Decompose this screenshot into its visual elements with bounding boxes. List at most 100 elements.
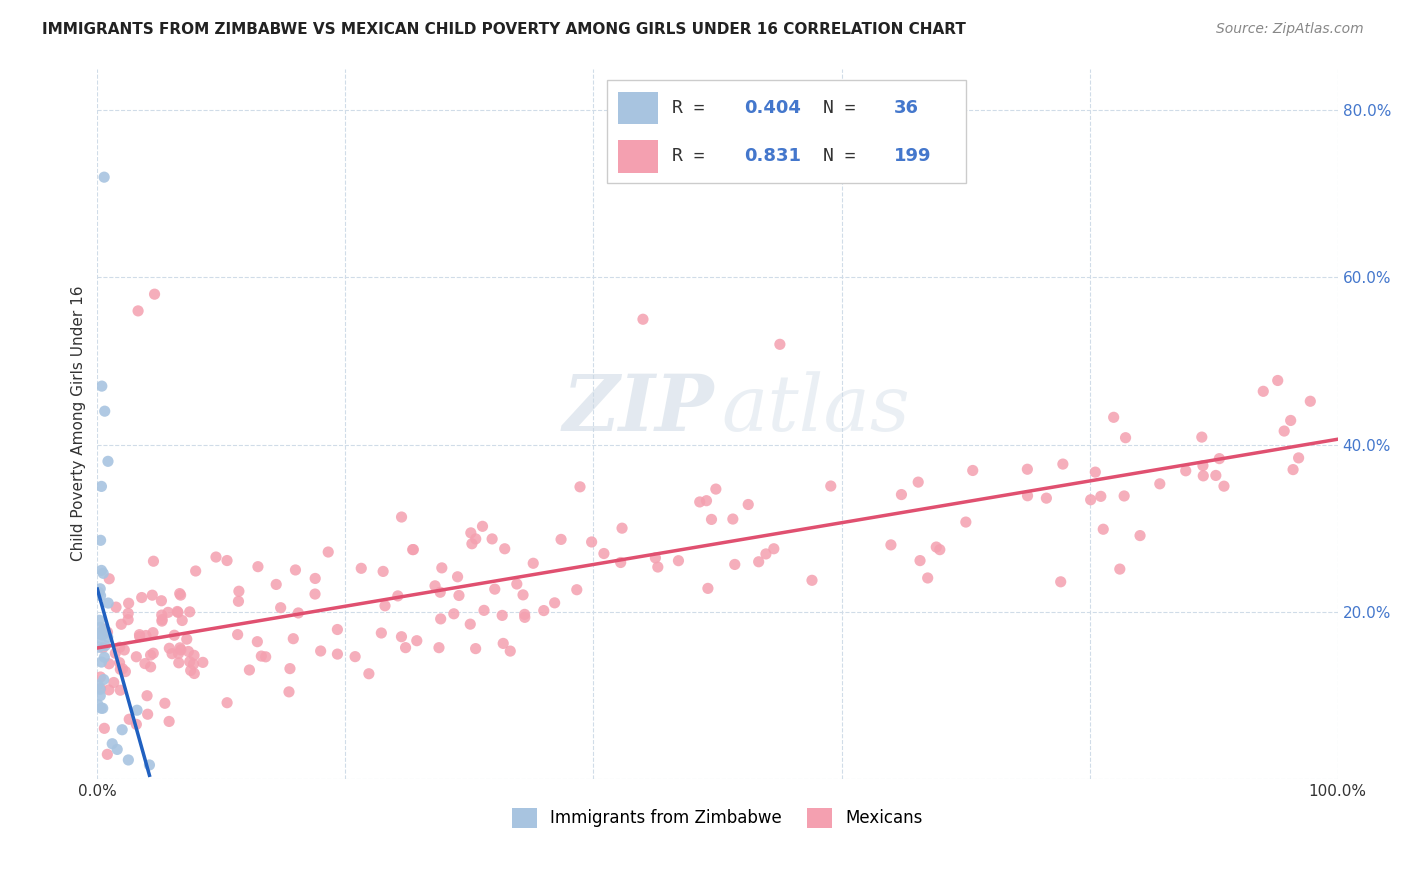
Point [287, 606, 309, 620]
Point [391, 630, 413, 644]
Point [157, 714, 180, 729]
Point [326, 623, 349, 637]
Point [97, 454, 120, 468]
Point [90, 620, 112, 634]
Point [371, 565, 394, 579]
Point [97, 682, 120, 697]
Point [1114, 489, 1136, 503]
Point [447, 589, 470, 603]
Point [1288, 450, 1310, 465]
Point [160, 647, 183, 661]
Point [139, 660, 162, 674]
FancyBboxPatch shape [619, 92, 658, 124]
Point [1084, 465, 1107, 479]
Point [87, 626, 110, 640]
Point [344, 649, 367, 664]
Point [90, 533, 112, 548]
Point [157, 606, 180, 620]
Point [458, 617, 481, 632]
Point [533, 604, 555, 618]
Point [284, 563, 307, 577]
Point [176, 632, 198, 647]
Point [350, 561, 373, 575]
Point [264, 577, 287, 591]
Point [668, 554, 690, 568]
Point [1208, 451, 1230, 466]
Point [631, 312, 654, 326]
Point [1090, 489, 1112, 503]
Point [1205, 468, 1227, 483]
Point [112, 643, 135, 657]
Point [167, 647, 190, 661]
Point [167, 656, 190, 670]
Point [721, 512, 744, 526]
Point [131, 591, 153, 605]
Point [254, 649, 277, 664]
Point [90, 701, 112, 715]
Point [89, 670, 111, 684]
Point [117, 607, 139, 621]
Point [89, 582, 111, 596]
Text: N =: N = [823, 147, 866, 165]
Point [117, 596, 139, 610]
Point [179, 605, 201, 619]
Point [93, 722, 115, 736]
Point [89, 682, 111, 697]
Point [169, 586, 191, 600]
Point [1272, 424, 1295, 438]
Point [90, 563, 112, 577]
Point [429, 612, 451, 626]
Point [157, 641, 180, 656]
Point [1174, 464, 1197, 478]
Point [1282, 462, 1305, 476]
Point [513, 607, 536, 622]
Point [472, 603, 495, 617]
Point [405, 633, 427, 648]
Point [1115, 431, 1137, 445]
Point [1129, 528, 1152, 542]
Point [762, 541, 785, 556]
Point [484, 582, 506, 596]
Point [890, 487, 912, 501]
Point [163, 628, 186, 642]
Point [128, 628, 150, 642]
Point [250, 649, 273, 664]
Point [1017, 462, 1039, 476]
Point [110, 662, 132, 676]
Point [1149, 476, 1171, 491]
Point [283, 632, 305, 646]
Point [91, 640, 114, 655]
Point [1192, 468, 1215, 483]
Point [183, 666, 205, 681]
Point [309, 644, 332, 658]
Point [801, 574, 824, 588]
Point [142, 625, 165, 640]
Point [127, 304, 149, 318]
Point [394, 640, 416, 655]
Point [737, 498, 759, 512]
Point [117, 753, 139, 767]
Point [110, 683, 132, 698]
Point [955, 515, 977, 529]
Point [278, 685, 301, 699]
Text: N =: N = [823, 99, 866, 117]
Point [101, 737, 124, 751]
Point [238, 663, 260, 677]
Point [443, 607, 465, 621]
Point [494, 541, 516, 556]
Point [1017, 489, 1039, 503]
Point [1052, 457, 1074, 471]
Point [217, 696, 239, 710]
Point [513, 610, 536, 624]
Point [1279, 413, 1302, 427]
Point [96, 747, 118, 762]
Point [110, 617, 132, 632]
Point [907, 475, 929, 489]
Point [1213, 479, 1236, 493]
Point [139, 648, 162, 662]
Point [90, 655, 112, 669]
Point [246, 634, 269, 648]
Point [550, 533, 572, 547]
Point [695, 493, 717, 508]
Point [97, 596, 120, 610]
